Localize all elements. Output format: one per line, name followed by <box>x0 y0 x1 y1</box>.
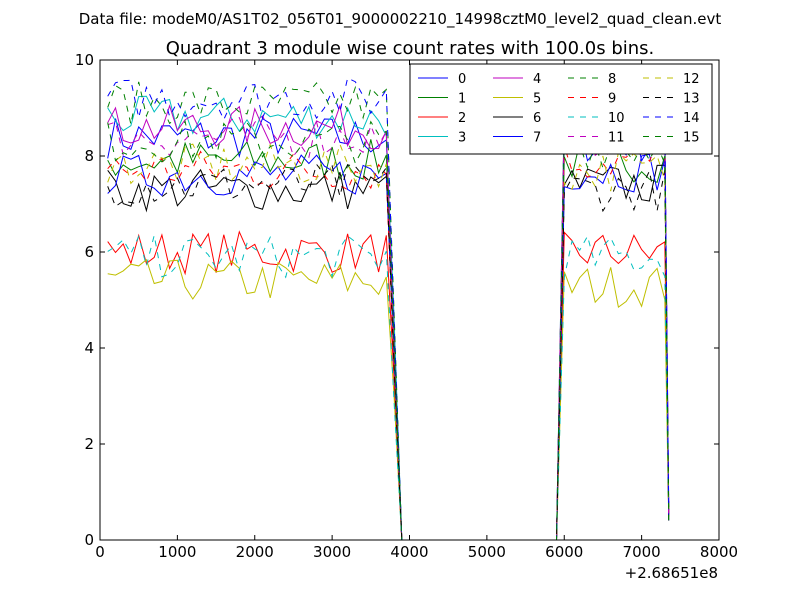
y-tick-label: 6 <box>84 243 94 261</box>
series-line-10 <box>107 234 670 541</box>
x-tick-label: 7000 <box>623 543 661 561</box>
x-tick-label: 3000 <box>313 543 351 561</box>
legend-label-3: 3 <box>458 131 466 146</box>
series-line-11 <box>107 113 670 541</box>
y-tick-label: 0 <box>84 531 94 549</box>
x-tick-label: 6000 <box>545 543 583 561</box>
legend-label-14: 14 <box>683 111 700 126</box>
chart-title: Quadrant 3 module wise count rates with … <box>166 38 655 59</box>
series-line-2 <box>107 230 670 541</box>
legend-label-7: 7 <box>533 131 541 146</box>
legend-label-1: 1 <box>458 92 466 107</box>
legend-label-10: 10 <box>608 111 625 126</box>
legend-label-4: 4 <box>533 72 541 87</box>
x-tick-label: 8000 <box>700 543 738 561</box>
series-line-5 <box>107 258 670 541</box>
legend-label-11: 11 <box>608 131 625 146</box>
y-tick-label: 8 <box>84 147 94 165</box>
y-tick-label: 4 <box>84 339 94 357</box>
legend-label-5: 5 <box>533 92 541 107</box>
legend-label-13: 13 <box>683 92 700 107</box>
legend-label-15: 15 <box>683 131 700 146</box>
legend-box <box>409 63 713 155</box>
series-line-14 <box>107 77 670 541</box>
y-tick-label: 2 <box>84 435 94 453</box>
legend-label-8: 8 <box>608 72 616 87</box>
figure-suptitle: Data file: modeM0/AS1T02_056T01_90000022… <box>79 10 722 29</box>
series-line-13 <box>107 163 670 541</box>
series-line-3 <box>107 95 670 541</box>
legend-label-9: 9 <box>608 92 616 107</box>
x-offset-label: +2.68651e8 <box>625 564 718 582</box>
legend-label-0: 0 <box>458 72 466 87</box>
x-tick-label: 4000 <box>390 543 428 561</box>
x-tick-label: 0 <box>95 543 105 561</box>
legend-label-6: 6 <box>533 111 541 126</box>
x-tick-label: 2000 <box>236 543 274 561</box>
x-tick-label: 1000 <box>158 543 196 561</box>
x-tick-label: 5000 <box>468 543 506 561</box>
series-line-7 <box>107 153 670 541</box>
y-tick-label: 10 <box>75 51 94 69</box>
legend-label-2: 2 <box>458 111 466 126</box>
legend-label-12: 12 <box>683 72 700 87</box>
